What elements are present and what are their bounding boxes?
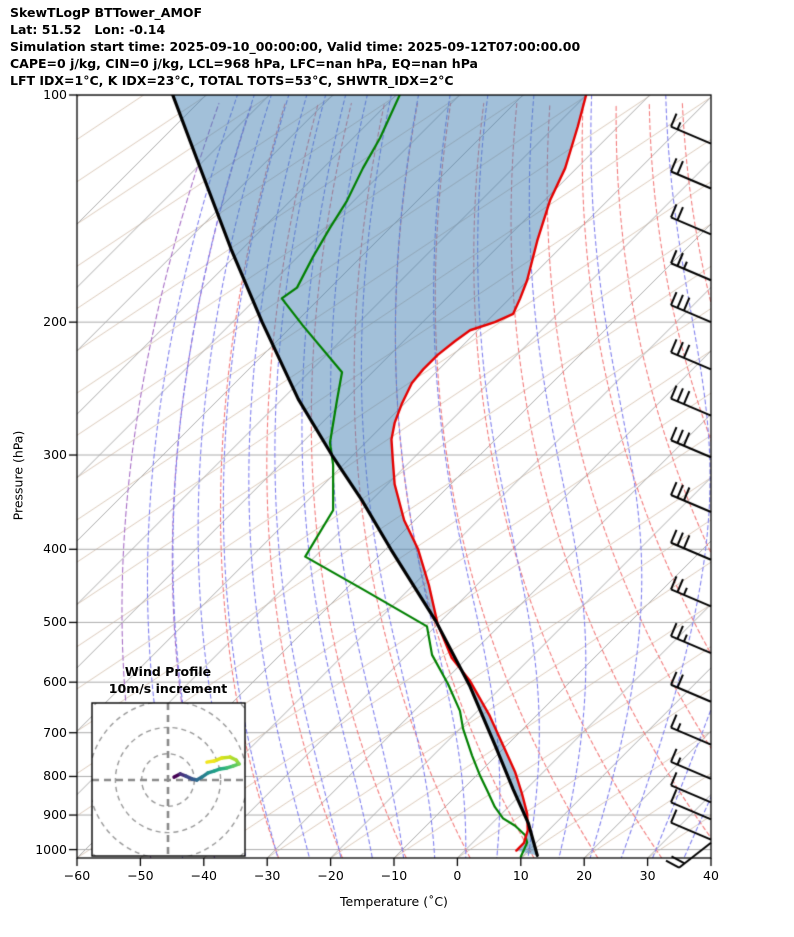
pressure-tick: 900 xyxy=(43,807,67,823)
temperature-tick: −10 xyxy=(380,868,408,883)
pressure-tick: 400 xyxy=(43,541,67,557)
pressure-tick: 1000 xyxy=(35,841,67,857)
temperature-tick: 20 xyxy=(576,868,593,883)
temperature-tick: 30 xyxy=(639,868,656,883)
lat-lon-line: Lat: 51.52 Lon: -0.14 xyxy=(10,22,166,37)
temperature-tick: −30 xyxy=(253,868,281,883)
pressure-tick: 800 xyxy=(43,768,67,784)
pressure-tick: 300 xyxy=(43,447,67,463)
sim-time-line: Simulation start time: 2025-09-10_00:00:… xyxy=(10,39,581,54)
pressure-tick: 500 xyxy=(43,614,67,630)
plot-title: SkewTLogP BTTower_AMOF xyxy=(10,5,203,20)
hodograph-subtitle: 10m/s increment xyxy=(108,681,228,696)
temperature-tick: −20 xyxy=(317,868,344,883)
hodograph-title: Wind Profile xyxy=(124,664,212,679)
cape-cin-line: CAPE=0 j/kg, CIN=0 j/kg, LCL=968 hPa, LF… xyxy=(10,56,478,71)
temperature-tick: −60 xyxy=(63,868,91,883)
pressure-axis-label: Pressure (hPa) xyxy=(10,430,26,521)
temperature-axis-label: Temperature (˚C) xyxy=(340,894,448,909)
temperature-tick: 40 xyxy=(703,868,719,883)
pressure-tick: 700 xyxy=(43,724,67,740)
temperature-tick: −50 xyxy=(127,868,154,883)
pressure-tick: 100 xyxy=(43,87,67,102)
pressure-tick: 600 xyxy=(43,674,67,690)
temperature-tick: −40 xyxy=(190,868,217,883)
pressure-tick: 200 xyxy=(43,314,67,330)
temperature-tick: 0 xyxy=(453,868,462,883)
indices-line: LFT IDX=1°C, K IDX=23°C, TOTAL TOTS=53°C… xyxy=(10,73,454,88)
temperature-tick: 10 xyxy=(512,868,529,883)
